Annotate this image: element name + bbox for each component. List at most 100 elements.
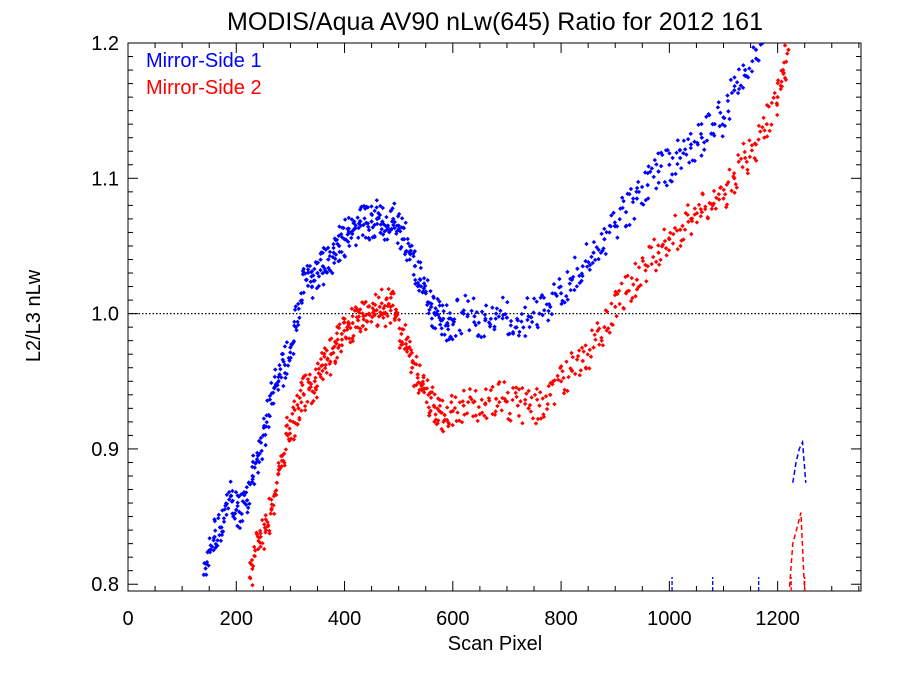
data-point	[504, 315, 510, 320]
data-point-scatter	[614, 313, 619, 319]
data-point-scatter	[568, 287, 573, 293]
data-point-scatter	[483, 303, 489, 308]
data-point	[764, 121, 770, 127]
data-point-scatter	[716, 197, 722, 202]
plot-area: 0 200 400 600 800 1000 1200 0.8 0.9 1.0 1.1 1.2	[91, 33, 862, 630]
data-point-scatter	[263, 442, 268, 448]
data-point-scatter	[398, 229, 403, 234]
data-point-scatter	[731, 174, 736, 179]
data-point-scatter	[620, 205, 625, 211]
data-point-scatter	[257, 459, 262, 465]
data-point-scatter	[396, 211, 402, 217]
data-point-scatter	[240, 518, 245, 524]
data-point-scatter	[717, 123, 722, 129]
data-point	[699, 135, 705, 141]
data-point-scatter	[346, 215, 352, 221]
data-point-scatter	[308, 384, 313, 390]
data-point-scatter	[334, 331, 340, 336]
data-point-scatter	[623, 224, 628, 229]
data-point-scatter	[611, 210, 616, 216]
data-point-scatter	[769, 122, 774, 127]
data-point-scatter	[333, 252, 339, 257]
data-point-scatter	[346, 322, 351, 327]
data-point-scatter	[523, 333, 528, 339]
data-point-scatter	[295, 421, 300, 427]
data-point-scatter	[407, 339, 413, 344]
data-point-scatter	[260, 517, 265, 523]
data-point-scatter	[565, 269, 570, 275]
data-point-scatter	[372, 208, 377, 214]
data-point-scatter	[345, 232, 350, 237]
data-point-scatter	[432, 310, 437, 316]
data-point-scatter	[569, 350, 574, 356]
data-point-scatter	[669, 179, 675, 184]
data-point-scatter	[638, 283, 643, 288]
data-point-scatter	[508, 323, 514, 328]
data-point-scatter	[351, 333, 356, 339]
data-point-scatter	[276, 387, 281, 393]
data-point-scatter	[382, 303, 388, 309]
data-point	[312, 378, 318, 384]
y-tick-label: 1.2	[91, 33, 119, 55]
data-point-scatter	[282, 344, 288, 349]
data-point-scatter	[281, 383, 286, 389]
data-point-scatter	[785, 38, 789, 42]
data-point-scatter	[696, 202, 702, 207]
data-point-scatter	[356, 314, 362, 319]
data-point-scatter	[292, 399, 297, 404]
data-point-scatter	[271, 390, 276, 395]
data-point-scatter	[299, 298, 305, 303]
data-point-scatter	[305, 267, 311, 272]
data-point-scatter	[338, 349, 344, 354]
data-point-scatter	[643, 170, 648, 175]
data-point	[201, 572, 207, 578]
data-point-scatter	[208, 543, 213, 548]
data-point-scatter	[247, 560, 253, 566]
data-point-scatter	[313, 387, 319, 392]
data-point-scatter	[449, 393, 454, 398]
data-point-scatter	[427, 413, 432, 418]
data-point-scatter	[523, 397, 528, 402]
data-point-scatter	[212, 517, 217, 522]
data-point-scatter	[473, 413, 479, 418]
data-point-scatter	[271, 401, 276, 406]
data-point-scatter	[408, 252, 413, 257]
data-point-scatter	[257, 528, 263, 534]
data-point-scatter	[414, 362, 419, 367]
data-point-scatter	[587, 347, 593, 353]
data-point-scatter	[265, 519, 270, 525]
data-point	[461, 403, 466, 408]
data-point-scatter	[283, 431, 289, 436]
data-point-scatter	[246, 480, 252, 485]
data-point-scatter	[640, 255, 645, 261]
data-point-scatter	[527, 402, 533, 408]
data-point-scatter	[738, 83, 743, 88]
data-point-scatter	[699, 153, 704, 158]
data-point-scatter	[417, 277, 423, 282]
data-point-scatter	[785, 51, 790, 56]
data-point-scatter	[666, 248, 672, 253]
data-point-scatter	[303, 373, 308, 378]
data-point-scatter	[349, 306, 355, 311]
data-point-scatter	[358, 326, 363, 332]
data-point-scatter	[384, 227, 390, 232]
data-point-scatter	[394, 223, 400, 228]
data-point-scatter	[363, 312, 369, 318]
data-point-scatter	[401, 327, 406, 332]
data-point-scatter	[281, 451, 287, 456]
data-point-scatter	[681, 138, 687, 143]
data-point-scatter	[408, 347, 414, 353]
data-point-scatter	[740, 85, 746, 90]
data-point-scatter	[600, 343, 606, 348]
data-point-scatter	[461, 388, 467, 393]
data-point-scatter	[213, 541, 219, 547]
data-point	[315, 270, 320, 276]
data-point-scatter	[779, 79, 784, 84]
data-point-scatter	[714, 195, 719, 200]
data-point-scatter	[674, 228, 680, 233]
data-point-scatter	[656, 151, 661, 156]
data-point-scatter	[388, 208, 393, 214]
data-point-scatter	[613, 289, 618, 294]
data-point-scatter	[527, 324, 532, 330]
